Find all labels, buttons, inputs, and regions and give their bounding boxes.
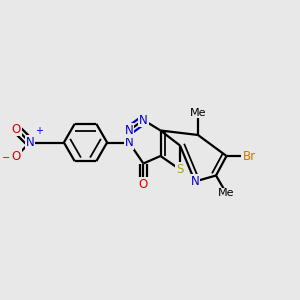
Text: Me: Me	[218, 188, 235, 199]
Text: S: S	[176, 163, 184, 176]
Text: N: N	[139, 113, 148, 127]
Text: −: −	[2, 152, 10, 163]
Text: N: N	[124, 136, 134, 149]
Text: N: N	[26, 136, 34, 149]
Text: O: O	[12, 149, 21, 163]
Text: O: O	[139, 178, 148, 191]
Text: Me: Me	[190, 107, 206, 118]
Text: +: +	[35, 126, 43, 136]
Text: N: N	[124, 124, 134, 137]
Text: Br: Br	[242, 149, 256, 163]
Text: N: N	[190, 175, 200, 188]
Text: O: O	[12, 122, 21, 136]
